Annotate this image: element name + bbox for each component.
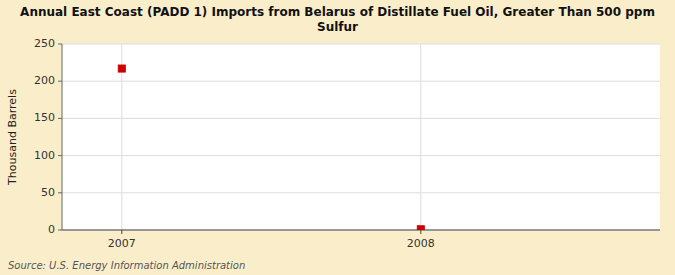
y-grid-line	[62, 81, 660, 82]
source-note: Source: U.S. Energy Information Administ…	[8, 260, 245, 271]
y-axis-line	[62, 44, 63, 230]
y-tick	[58, 44, 62, 45]
y-grid-line	[62, 230, 660, 231]
y-tick	[58, 155, 62, 156]
x-tick-label: 2007	[108, 237, 136, 250]
y-tick-label: 250	[34, 37, 55, 50]
y-tick	[58, 118, 62, 119]
y-tick-label: 0	[48, 223, 55, 236]
y-tick-label: 150	[34, 111, 55, 124]
x-axis-line	[62, 230, 660, 231]
data-points	[118, 65, 424, 230]
x-tick-label: 2008	[407, 237, 435, 250]
chart-title: Annual East Coast (PADD 1) Imports from …	[20, 5, 655, 34]
plot-background	[62, 44, 660, 230]
chart-title-line: Annual East Coast (PADD 1) Imports from …	[20, 5, 655, 19]
y-grid-line	[62, 155, 660, 156]
y-axis-label: Thousand Barrels	[6, 89, 19, 186]
x-tick	[121, 230, 122, 234]
y-tick	[58, 192, 62, 193]
axes: 0 50 100 150 200 250 2007 2008	[34, 37, 435, 250]
data-point	[118, 65, 125, 72]
y-tick	[58, 230, 62, 231]
y-grid-line	[62, 44, 660, 45]
y-tick-label: 100	[34, 149, 55, 162]
x-tick	[420, 230, 421, 234]
chart-title-line: Sulfur	[317, 20, 358, 34]
x-grid-line	[420, 44, 421, 230]
y-tick-label: 50	[41, 186, 55, 199]
y-tick	[58, 81, 62, 82]
chart-svg: 0 50 100 150 200 250 2007 2008 Thousand Barrels A…	[0, 0, 675, 275]
data-point	[417, 226, 424, 230]
chart-container: 0 50 100 150 200 250 2007 2008 Thousand Barrels A…	[0, 0, 675, 275]
y-grid-line	[62, 118, 660, 119]
background	[0, 0, 675, 275]
y-grid-line	[62, 192, 660, 193]
grid	[62, 44, 660, 230]
y-tick-label: 200	[34, 74, 55, 87]
